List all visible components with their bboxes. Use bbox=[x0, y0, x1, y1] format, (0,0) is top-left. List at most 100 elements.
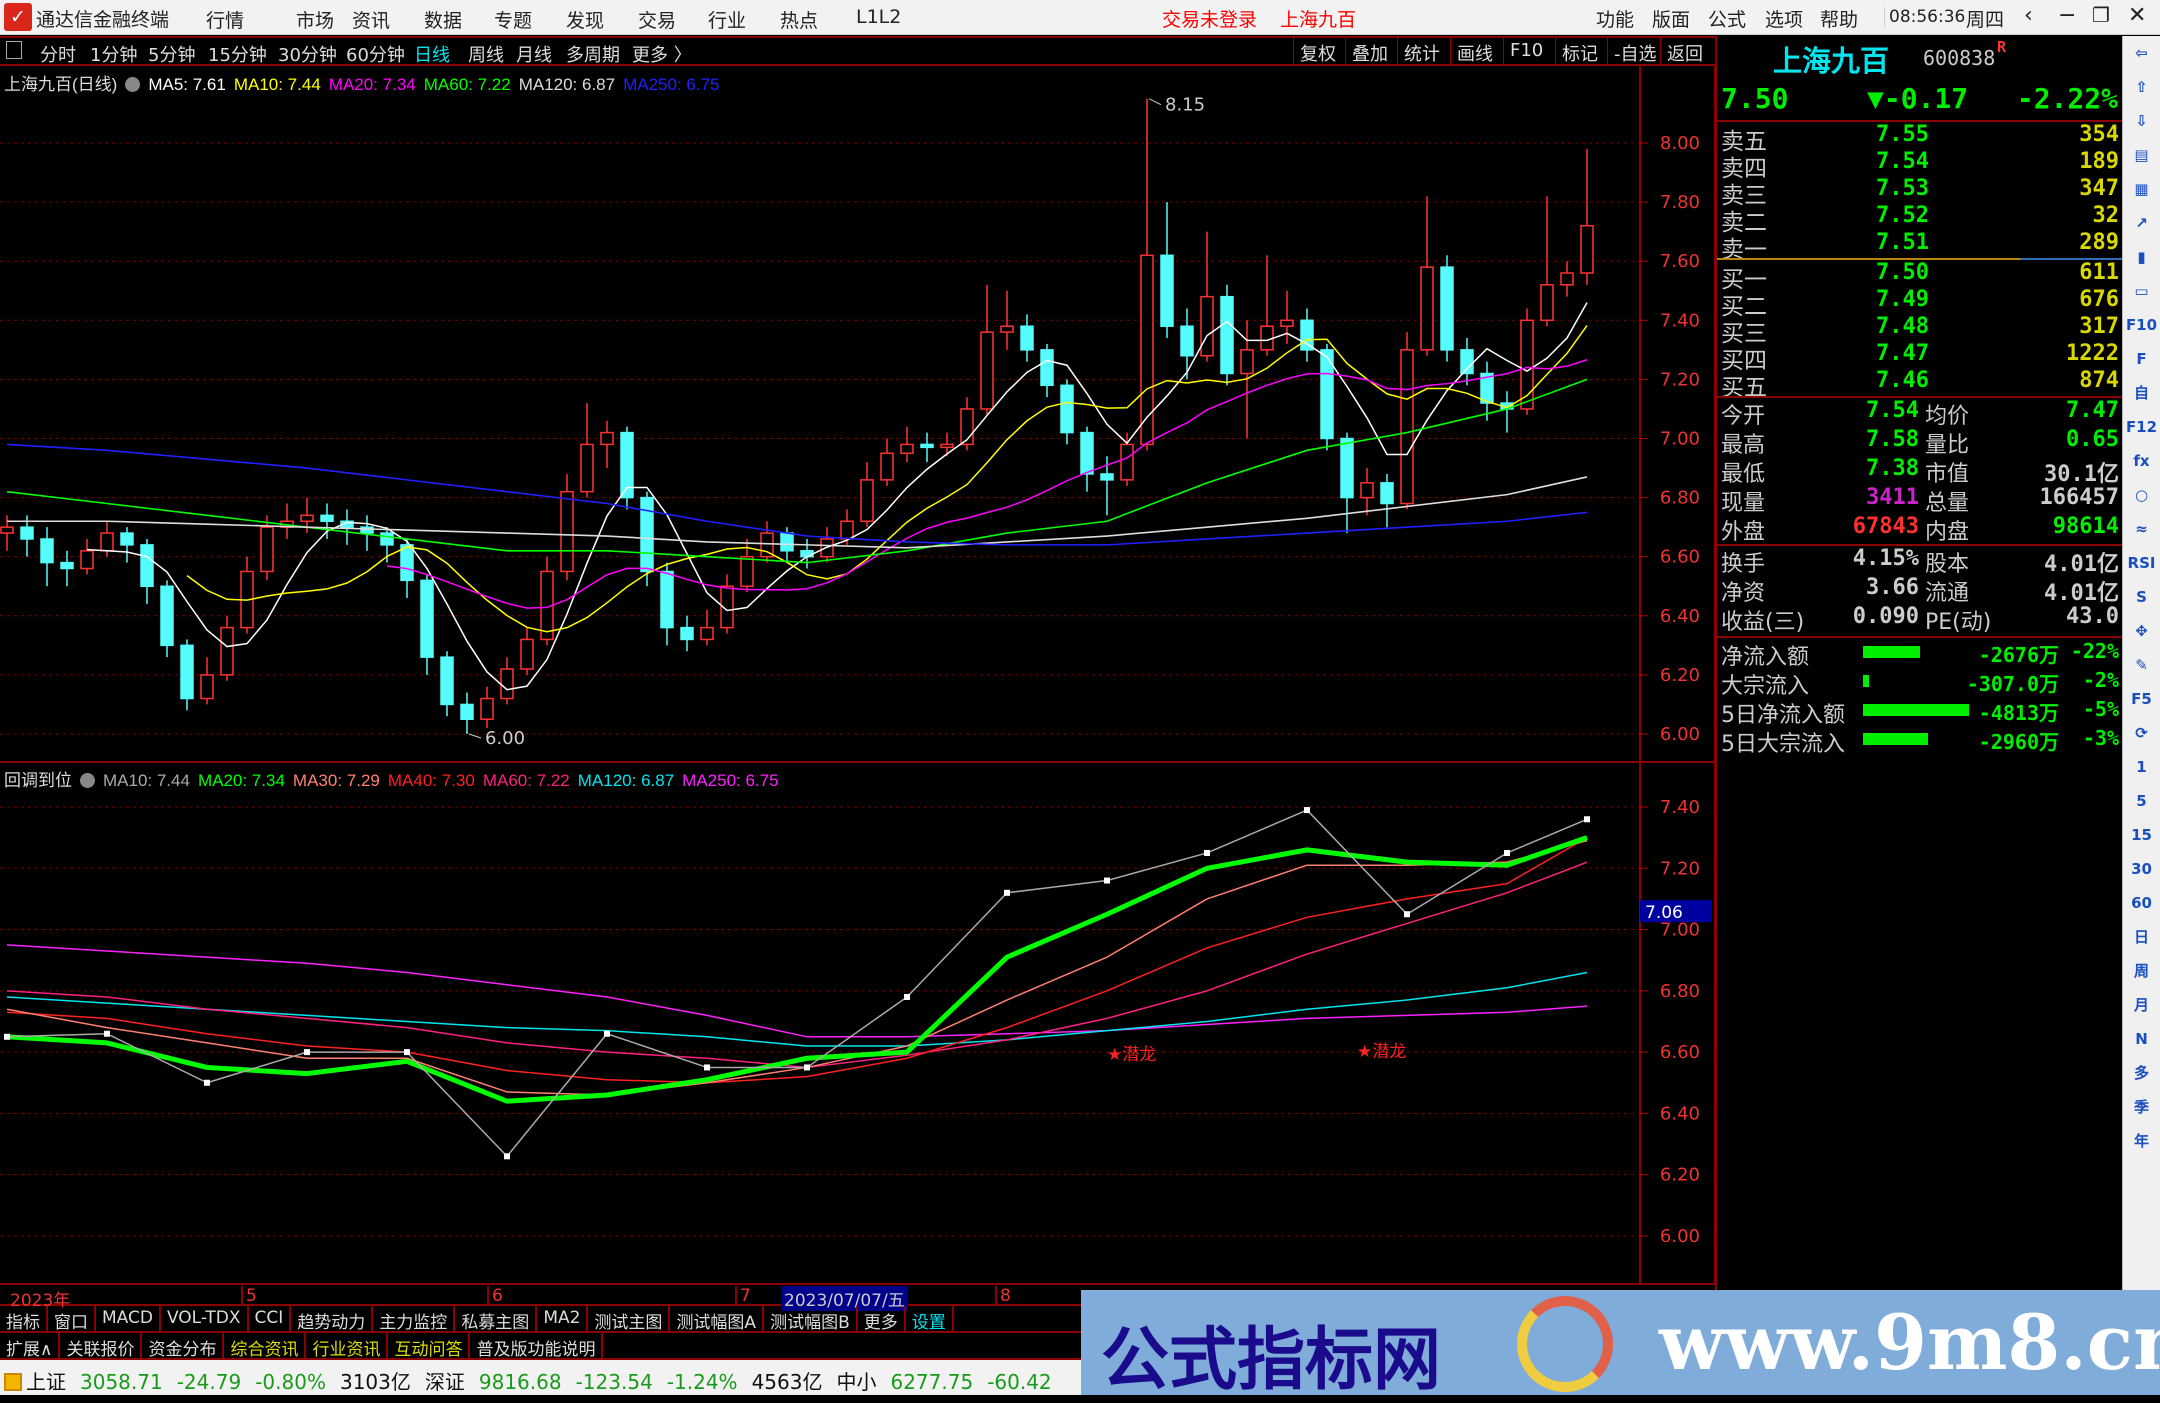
menu-5[interactable]: 发现 bbox=[566, 10, 605, 32]
extension-tab[interactable]: 互动问答 bbox=[388, 1333, 471, 1360]
period-shortcut-25[interactable]: 60 bbox=[2131, 894, 2152, 912]
tab-period-10[interactable]: 更多 〉 bbox=[632, 45, 692, 66]
arrow-down-icon[interactable]: ⇩ bbox=[2135, 112, 2148, 130]
indicator-tab[interactable]: 主力监控 bbox=[373, 1306, 456, 1333]
period-shortcut-28[interactable]: 月 bbox=[2133, 996, 2149, 1014]
menu-2[interactable]: 资讯 bbox=[352, 10, 391, 32]
chart-tool-7[interactable]: 返回 bbox=[1660, 38, 1709, 65]
wave-icon[interactable]: ≈ bbox=[2135, 520, 2148, 538]
period-shortcut-31[interactable]: 季 bbox=[2133, 1098, 2149, 1116]
report-icon[interactable]: ▤ bbox=[2134, 146, 2149, 164]
f-icon[interactable]: F bbox=[2136, 350, 2147, 368]
close-icon[interactable]: ✕ bbox=[2128, 3, 2147, 28]
extension-tab[interactable]: 综合资讯 bbox=[224, 1333, 307, 1360]
back-icon[interactable]: ‹ bbox=[2024, 3, 2033, 28]
indicator-tab[interactable]: 测试主图 bbox=[588, 1306, 671, 1333]
tab-period-7[interactable]: 周线 bbox=[468, 45, 504, 66]
stat-row: 净资 3.66 流通 4.01亿 bbox=[1721, 575, 2119, 606]
legend-toggle-icon[interactable] bbox=[125, 77, 141, 92]
right-menu-3[interactable]: 选项 bbox=[1765, 9, 1804, 31]
tab-period-3[interactable]: 15分钟 bbox=[208, 45, 267, 66]
chart-tool-0[interactable]: 复权 bbox=[1293, 38, 1342, 65]
period-shortcut-26[interactable]: 日 bbox=[2133, 928, 2149, 946]
tab-period-2[interactable]: 5分钟 bbox=[148, 45, 196, 66]
indicator-tab[interactable]: 趋势动力 bbox=[291, 1306, 374, 1333]
chart-tool-1[interactable]: 叠加 bbox=[1345, 38, 1394, 65]
indicator-tab[interactable]: 设置 bbox=[906, 1306, 954, 1333]
f12-icon[interactable]: F12 bbox=[2125, 418, 2158, 436]
panel-toggle-icon[interactable] bbox=[6, 41, 22, 59]
indicator-tab[interactable]: 窗口 bbox=[48, 1306, 96, 1333]
extension-tab[interactable]: 普及版功能说明 bbox=[470, 1333, 604, 1360]
s-icon[interactable]: S bbox=[2136, 588, 2147, 606]
minimize-icon[interactable]: − bbox=[2058, 3, 2077, 28]
period-shortcut-30[interactable]: 多 bbox=[2133, 1064, 2149, 1082]
chart-tool-6[interactable]: -自选 bbox=[1607, 38, 1663, 65]
candle-icon[interactable]: ▮ bbox=[2137, 248, 2146, 266]
extension-tab[interactable]: 资金分布 bbox=[142, 1333, 225, 1360]
menu-6[interactable]: 交易 bbox=[638, 10, 677, 32]
self-select-icon[interactable]: 自 bbox=[2133, 384, 2149, 402]
circle-icon[interactable]: ○ bbox=[2134, 486, 2149, 504]
menu-1[interactable]: 市场 bbox=[296, 10, 335, 32]
refresh-icon[interactable]: ⟳ bbox=[2135, 724, 2148, 742]
tab-period-8[interactable]: 月线 bbox=[516, 45, 552, 66]
legend-toggle-icon[interactable] bbox=[80, 773, 95, 788]
period-shortcut-27[interactable]: 周 bbox=[2133, 962, 2149, 980]
pencil-icon[interactable]: ✎ bbox=[2135, 656, 2148, 674]
indicator-tab[interactable]: VOL-TDX bbox=[161, 1306, 249, 1331]
arrow-up-icon[interactable]: ⇧ bbox=[2135, 78, 2148, 96]
period-shortcut-23[interactable]: 15 bbox=[2131, 826, 2152, 844]
period-shortcut-22[interactable]: 5 bbox=[2136, 792, 2147, 810]
window-icon[interactable]: ▭ bbox=[2134, 282, 2149, 300]
tab-period-6[interactable]: 日线 bbox=[414, 45, 450, 66]
chart-tool-5[interactable]: 标记 bbox=[1555, 38, 1604, 65]
indicator-tab[interactable]: CCI bbox=[249, 1306, 292, 1331]
right-menu-4[interactable]: 帮助 bbox=[1820, 9, 1859, 31]
move-icon[interactable]: ✥ bbox=[2135, 622, 2148, 640]
table-icon[interactable]: ▦ bbox=[2134, 180, 2149, 198]
indicator-tab[interactable]: 指标 bbox=[0, 1306, 48, 1333]
tab-period-5[interactable]: 60分钟 bbox=[346, 45, 405, 66]
chart-tool-3[interactable]: 画线 bbox=[1450, 38, 1499, 65]
indicator-marker bbox=[904, 993, 910, 1000]
arrow-left-icon[interactable]: ⇦ bbox=[2135, 44, 2148, 62]
tab-period-9[interactable]: 多周期 bbox=[566, 45, 620, 66]
flow-label: 5日大宗流入 bbox=[1721, 732, 1845, 757]
right-menu-2[interactable]: 公式 bbox=[1708, 9, 1747, 31]
tab-period-4[interactable]: 30分钟 bbox=[278, 45, 337, 66]
indicator-tab[interactable]: 私募主图 bbox=[455, 1306, 538, 1333]
indicator-tab[interactable]: 测试幅图A bbox=[670, 1306, 765, 1333]
indicator-tab[interactable]: MACD bbox=[96, 1306, 161, 1331]
menu-7[interactable]: 行业 bbox=[708, 10, 747, 32]
restore-icon[interactable]: ❐ bbox=[2092, 3, 2110, 27]
indicator-tab[interactable]: 更多 bbox=[858, 1306, 906, 1333]
chart-tool-4[interactable]: F10 bbox=[1503, 38, 1549, 64]
period-shortcut-32[interactable]: 年 bbox=[2133, 1132, 2149, 1150]
formula-icon[interactable]: fx bbox=[2133, 452, 2150, 470]
right-menu-0[interactable]: 功能 bbox=[1596, 9, 1635, 31]
indicator-tab[interactable]: MA2 bbox=[537, 1306, 589, 1331]
menu-8[interactable]: 热点 bbox=[780, 10, 819, 32]
period-shortcut-29[interactable]: N bbox=[2135, 1030, 2148, 1048]
tab-period-1[interactable]: 1分钟 bbox=[90, 45, 138, 66]
extension-tab[interactable]: 扩展∧ bbox=[0, 1333, 61, 1360]
indicator-tab[interactable]: 测试幅图B bbox=[764, 1306, 858, 1333]
rsi-icon[interactable]: RSI bbox=[2127, 554, 2156, 572]
period-shortcut-21[interactable]: 1 bbox=[2136, 758, 2147, 776]
menu-3[interactable]: 数据 bbox=[424, 10, 463, 32]
extension-tab[interactable]: 关联报价 bbox=[60, 1333, 143, 1360]
right-menu-1[interactable]: 版面 bbox=[1652, 9, 1691, 31]
kline-chart[interactable]: 8.00 7.80 7.60 7.40 7.20 7.00 6.80 6.60 6.40 6.20… bbox=[0, 66, 1715, 1283]
f10-icon[interactable]: F10 bbox=[2125, 316, 2158, 334]
line-chart-icon[interactable]: ↗ bbox=[2135, 214, 2148, 232]
extension-tab[interactable]: 行业资讯 bbox=[306, 1333, 389, 1360]
menu-0[interactable]: 行情 bbox=[206, 10, 245, 32]
period-shortcut-24[interactable]: 30 bbox=[2131, 860, 2152, 878]
chart-tool-2[interactable]: 统计 bbox=[1397, 38, 1446, 65]
tab-period-0[interactable]: 分时 bbox=[40, 45, 76, 66]
login-status[interactable]: 交易未登录 bbox=[1162, 9, 1258, 31]
menu-9[interactable]: L1L2 bbox=[856, 6, 902, 28]
f5-icon[interactable]: F5 bbox=[2131, 690, 2152, 708]
menu-4[interactable]: 专题 bbox=[494, 10, 533, 32]
